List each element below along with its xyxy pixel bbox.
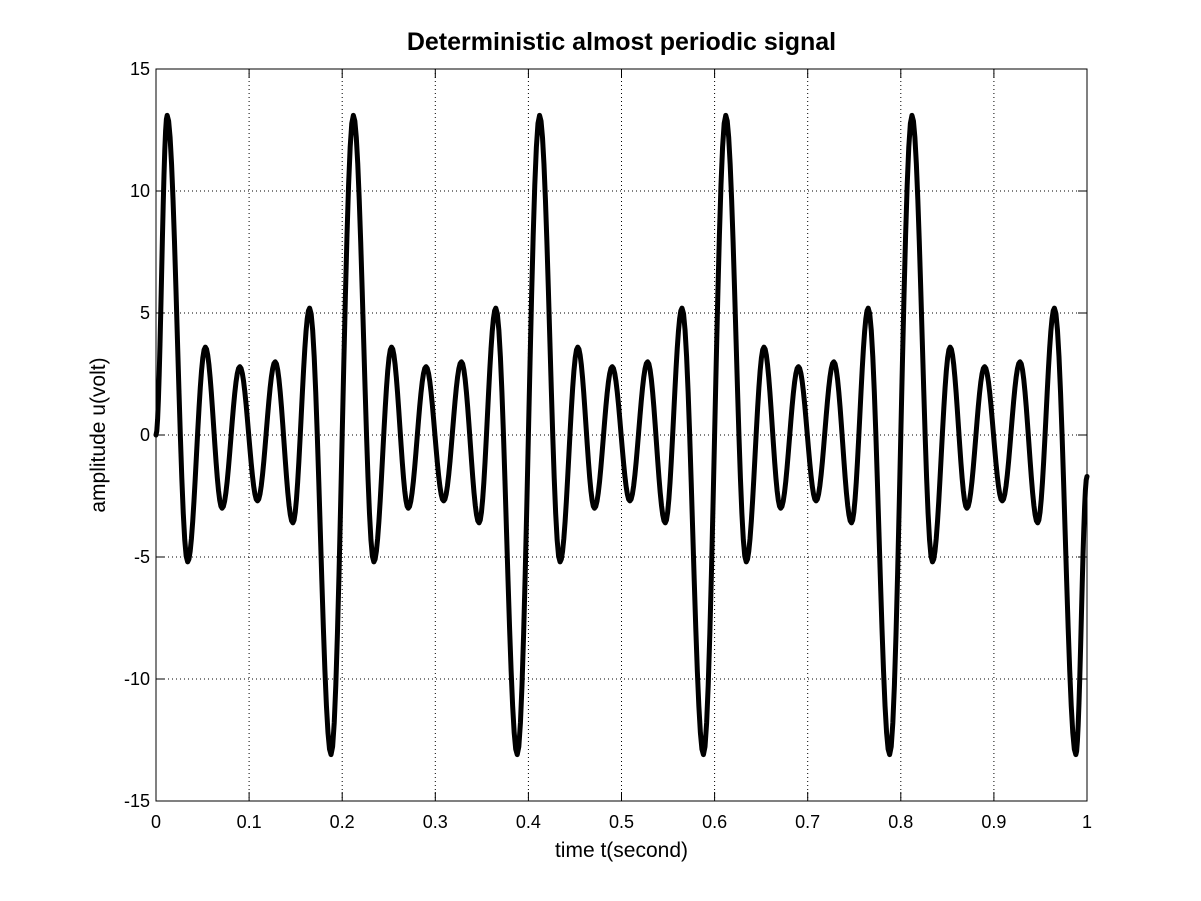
x-axis-label: time t(second) [555,839,688,862]
x-tick-label: 0.2 [330,812,355,832]
y-tick-label: 0 [140,425,150,445]
y-tick-label: 10 [130,181,150,201]
x-tick-label: 0.7 [795,812,820,832]
x-tick-labels: 0 0.1 0.2 0.3 0.4 0.5 0.6 0.7 0.8 0.9 1 [151,812,1092,832]
x-tick-label: 0 [151,812,161,832]
x-tick-label: 0.1 [237,812,262,832]
x-tick-label: 1 [1082,812,1092,832]
y-tick-label: -10 [124,669,150,689]
x-tick-label: 0.3 [423,812,448,832]
y-tick-label: 5 [140,303,150,323]
tick-marks [155,68,1088,802]
y-tick-labels: -15 -10 -5 0 5 10 15 [124,59,150,811]
x-tick-label: 0.5 [609,812,634,832]
y-tick-label: -15 [124,791,150,811]
y-tick-label: -5 [134,547,150,567]
y-tick-label: 15 [130,59,150,79]
x-tick-label: 0.4 [516,812,541,832]
y-axis-label: amplitude u(volt) [87,357,110,512]
x-tick-label: 0.9 [981,812,1006,832]
signal-series [153,112,1090,758]
x-tick-label: 0.8 [888,812,913,832]
signal-line [153,112,1090,758]
chart-title: Deterministic almost periodic signal [407,28,836,56]
x-tick-label: 0.6 [702,812,727,832]
